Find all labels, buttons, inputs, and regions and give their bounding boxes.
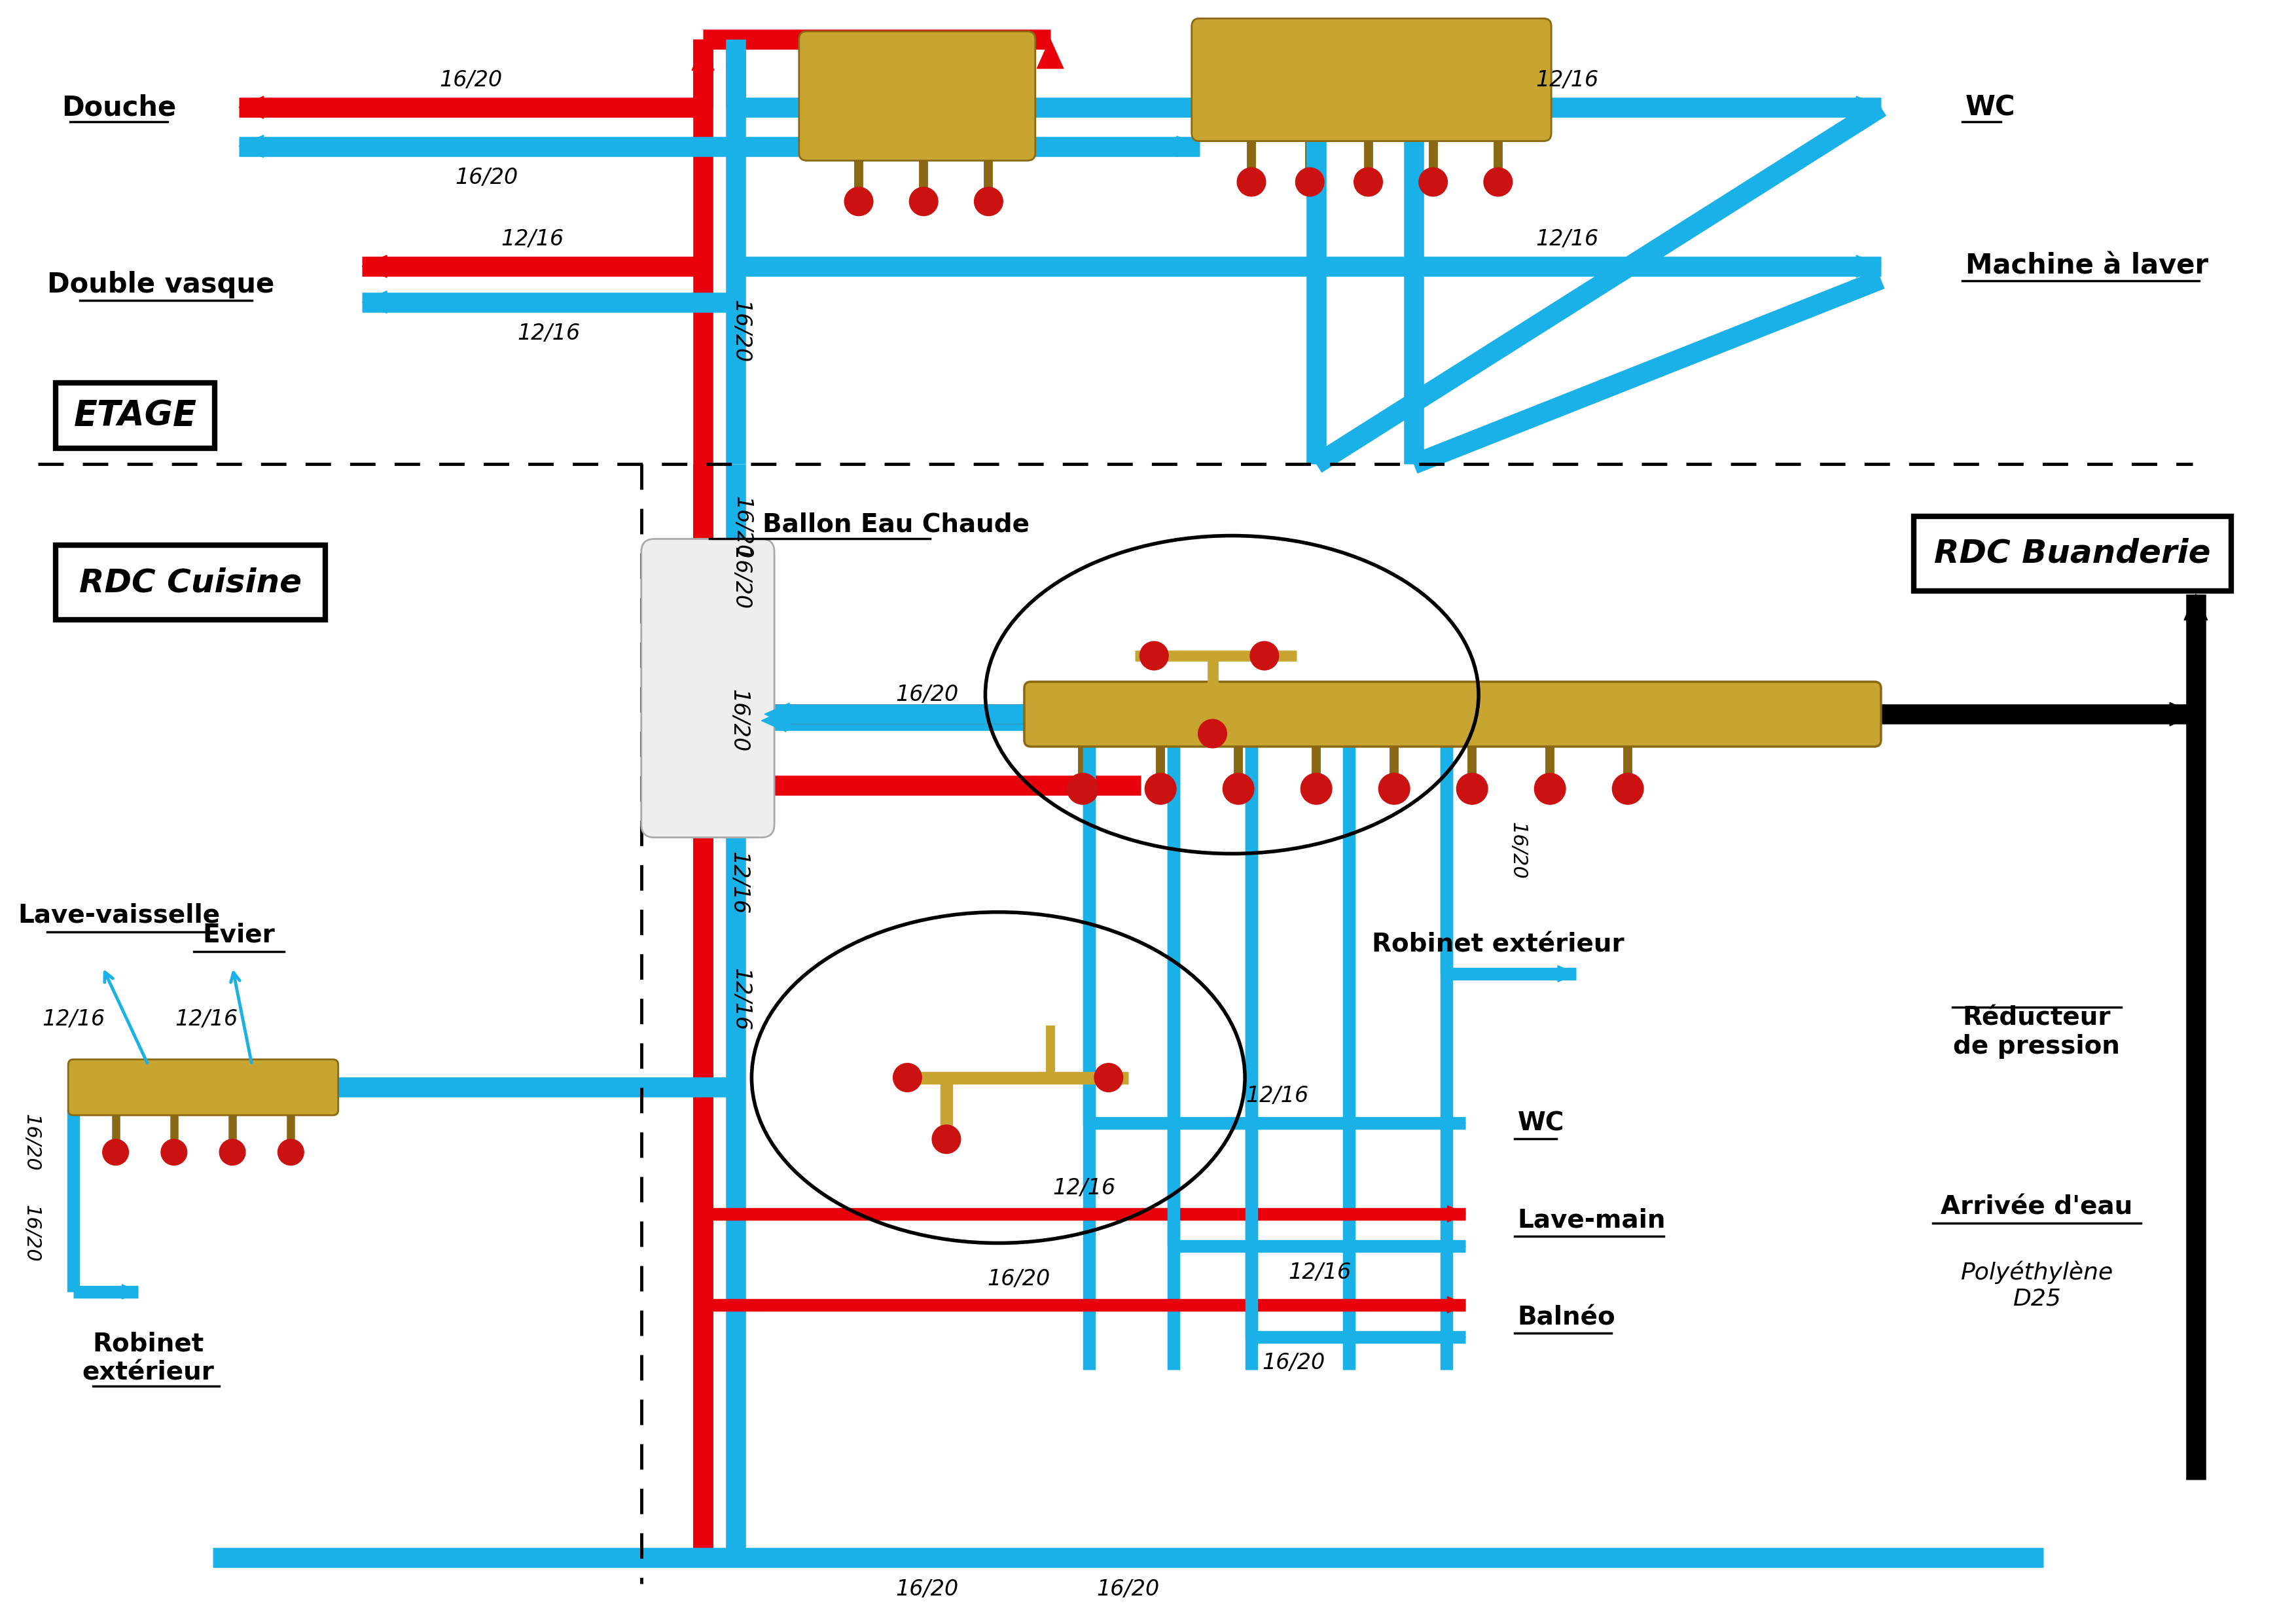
Text: 12/16: 12/16: [501, 229, 565, 250]
Text: ETAGE: ETAGE: [73, 399, 197, 433]
Circle shape: [220, 1139, 246, 1165]
Circle shape: [1534, 773, 1566, 805]
Text: Double vasque: Double vasque: [48, 271, 276, 299]
Circle shape: [1146, 773, 1176, 805]
Polygon shape: [1446, 1297, 1465, 1313]
Circle shape: [909, 187, 939, 216]
Bar: [55, 545, 326, 620]
Text: Robinet extérieur: Robinet extérieur: [1371, 932, 1623, 958]
Polygon shape: [239, 96, 264, 118]
Polygon shape: [2183, 594, 2206, 620]
Text: 16/20: 16/20: [730, 547, 751, 609]
Polygon shape: [1557, 966, 1575, 982]
Polygon shape: [239, 135, 264, 157]
Circle shape: [278, 1139, 303, 1165]
Text: Réducteur
de pression: Réducteur de pression: [1954, 1005, 2119, 1058]
Text: 16/20: 16/20: [21, 1113, 41, 1172]
Text: 12/16: 12/16: [517, 323, 581, 344]
Polygon shape: [1038, 39, 1063, 68]
Text: Balnéo: Balnéo: [1518, 1305, 1616, 1331]
Polygon shape: [765, 703, 790, 725]
Text: Machine à laver: Machine à laver: [1965, 253, 2209, 281]
Bar: [1913, 516, 2232, 591]
Polygon shape: [1857, 96, 1880, 118]
Circle shape: [893, 1063, 921, 1092]
Circle shape: [1302, 773, 1332, 805]
Text: WC: WC: [1965, 94, 2016, 122]
Text: RDC Buanderie: RDC Buanderie: [1933, 537, 2211, 570]
Text: 12/16: 12/16: [1288, 1261, 1350, 1284]
Polygon shape: [1178, 136, 1199, 156]
Circle shape: [1249, 641, 1279, 670]
Text: 16/20: 16/20: [439, 70, 503, 91]
Polygon shape: [2170, 703, 2195, 725]
Circle shape: [1483, 167, 1513, 196]
Circle shape: [1456, 773, 1488, 805]
Text: 12/16: 12/16: [1536, 229, 1598, 250]
Circle shape: [1419, 167, 1446, 196]
Text: 16/20: 16/20: [895, 1578, 957, 1600]
Polygon shape: [1857, 255, 1880, 278]
Polygon shape: [1446, 1329, 1465, 1345]
Polygon shape: [1446, 1238, 1465, 1255]
Text: Robinet: Robinet: [92, 1331, 204, 1357]
Polygon shape: [122, 1284, 138, 1298]
Text: 16/20: 16/20: [1508, 821, 1527, 880]
Text: 12/16: 12/16: [1536, 70, 1598, 91]
Bar: [55, 383, 216, 448]
Circle shape: [845, 187, 872, 216]
Circle shape: [1224, 773, 1254, 805]
Text: 16/20: 16/20: [728, 690, 748, 751]
Polygon shape: [363, 255, 388, 278]
FancyBboxPatch shape: [69, 1060, 338, 1115]
Circle shape: [1199, 719, 1226, 748]
Polygon shape: [363, 291, 388, 313]
Text: 16/20: 16/20: [1263, 1352, 1325, 1375]
Text: 16/20: 16/20: [21, 1204, 41, 1263]
Text: 16/20: 16/20: [1097, 1578, 1159, 1600]
Text: 16/20: 16/20: [730, 300, 751, 364]
Text: 16/20: 16/20: [730, 495, 753, 558]
FancyBboxPatch shape: [641, 539, 774, 837]
Text: Polyéthylène
D25: Polyéthylène D25: [1961, 1261, 2112, 1310]
Polygon shape: [691, 45, 714, 70]
Text: 12/16: 12/16: [1052, 1177, 1116, 1199]
Text: Evier: Evier: [202, 922, 276, 948]
Circle shape: [161, 1139, 186, 1165]
FancyBboxPatch shape: [1024, 682, 1880, 747]
Circle shape: [1139, 641, 1169, 670]
FancyBboxPatch shape: [799, 31, 1035, 161]
Text: WC: WC: [1518, 1110, 1564, 1136]
Text: Lave-vaisselle: Lave-vaisselle: [18, 902, 220, 928]
Circle shape: [1238, 167, 1265, 196]
Text: 12/16: 12/16: [174, 1008, 239, 1031]
Circle shape: [1378, 773, 1410, 805]
Text: Lave-main: Lave-main: [1518, 1208, 1667, 1233]
Text: extérieur: extérieur: [83, 1360, 214, 1386]
FancyBboxPatch shape: [1192, 18, 1552, 141]
Circle shape: [932, 1125, 960, 1154]
Text: 12/16: 12/16: [1247, 1084, 1309, 1107]
Text: 12/16: 12/16: [41, 1008, 106, 1031]
Circle shape: [1355, 167, 1382, 196]
Circle shape: [1612, 773, 1644, 805]
Polygon shape: [1446, 1115, 1465, 1131]
Text: 16/20: 16/20: [895, 683, 957, 706]
Text: Arrivée d'eau: Arrivée d'eau: [1940, 1195, 2133, 1220]
Text: 16/20: 16/20: [987, 1268, 1052, 1290]
Circle shape: [1095, 1063, 1123, 1092]
Circle shape: [974, 187, 1003, 216]
Text: 16/20: 16/20: [455, 167, 519, 188]
Text: Douche: Douche: [62, 94, 177, 122]
Circle shape: [1295, 167, 1325, 196]
Text: Ballon Eau Chaude: Ballon Eau Chaude: [762, 513, 1029, 537]
Polygon shape: [762, 709, 785, 732]
Text: 12/16: 12/16: [730, 969, 751, 1031]
Text: 12/16: 12/16: [728, 852, 748, 914]
Circle shape: [103, 1139, 129, 1165]
Circle shape: [1068, 773, 1097, 805]
Text: RDC Cuisine: RDC Cuisine: [80, 566, 301, 599]
Polygon shape: [1446, 1206, 1465, 1222]
